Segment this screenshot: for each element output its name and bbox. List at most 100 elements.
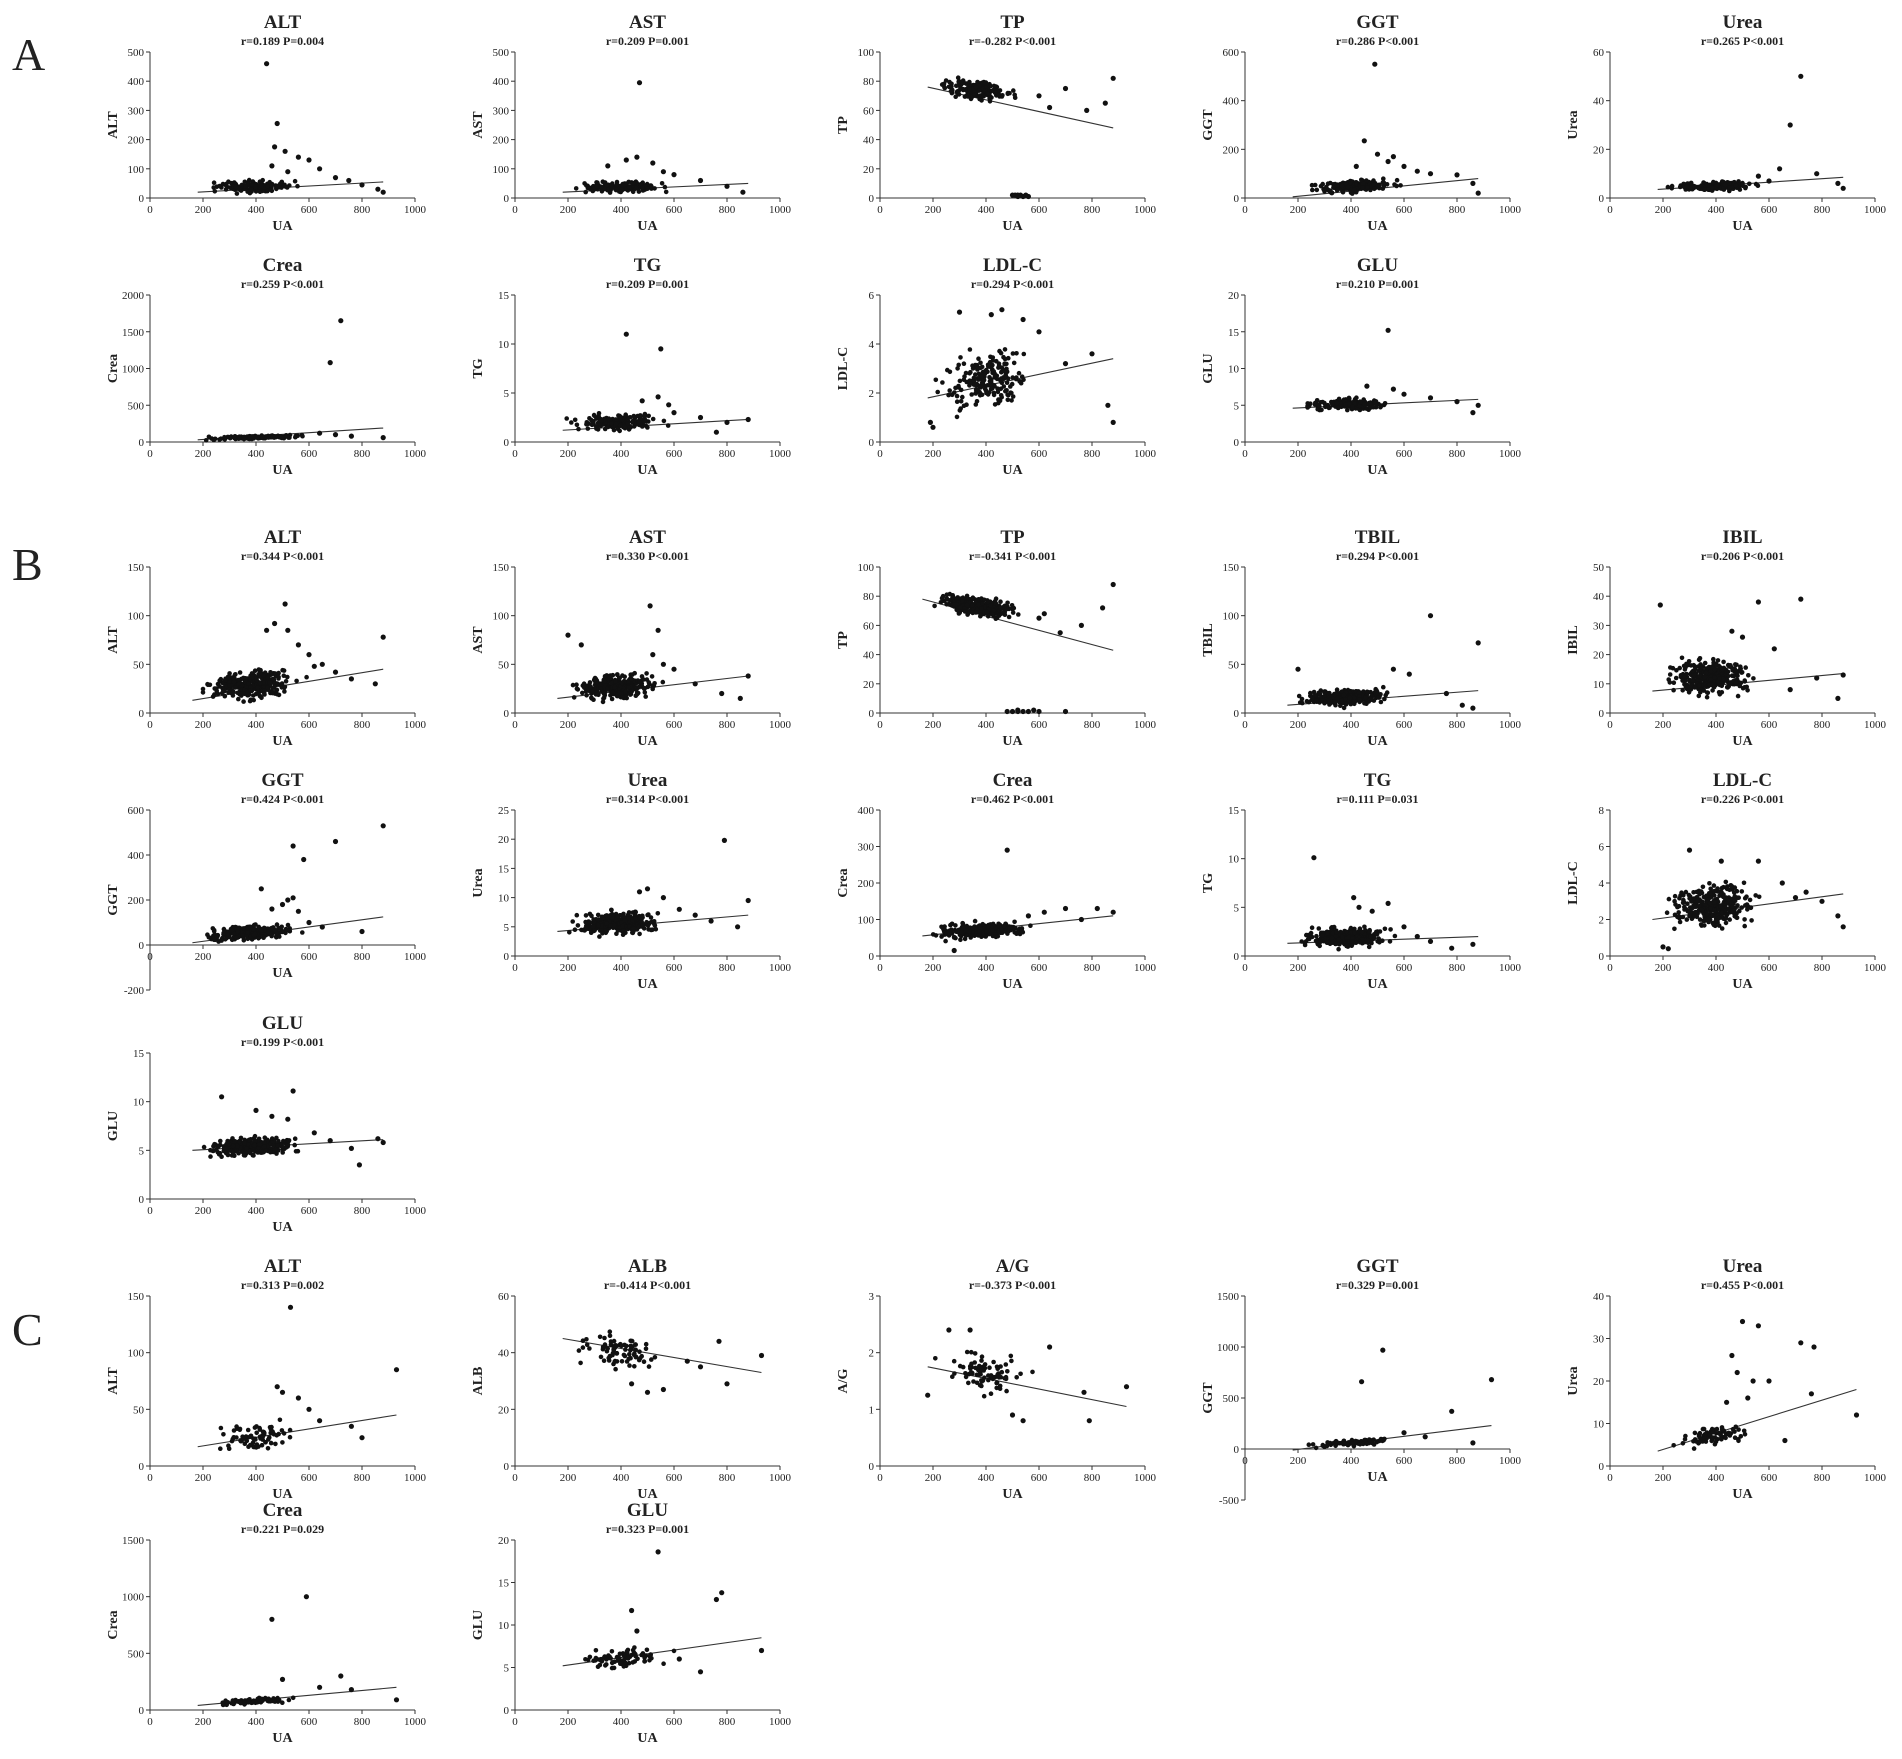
- x-tick-label: 400: [1708, 962, 1725, 974]
- data-point: [237, 681, 242, 686]
- x-tick-label: 800: [1449, 962, 1466, 974]
- data-point: [1357, 939, 1363, 945]
- y-tick-label: 0: [1234, 437, 1240, 449]
- data-point: [960, 921, 966, 926]
- data-point: [956, 309, 963, 315]
- data-point: [261, 673, 266, 678]
- x-tick-label: 600: [666, 448, 683, 460]
- x-tick-label: 0: [147, 204, 153, 216]
- data-point: [284, 927, 290, 933]
- data-point: [973, 391, 979, 396]
- x-tick-label: 800: [719, 719, 736, 731]
- x-tick-label: 800: [354, 204, 371, 216]
- data-point: [565, 632, 571, 638]
- data-point: [1672, 893, 1678, 899]
- chart-title: Urea: [628, 770, 668, 791]
- data-point: [1339, 183, 1345, 189]
- data-point: [1798, 73, 1804, 79]
- data-point: [219, 690, 225, 696]
- data-point: [1387, 939, 1393, 944]
- x-axis-label: UA: [1367, 463, 1388, 478]
- data-point: [269, 906, 275, 912]
- data-point: [1334, 690, 1340, 695]
- data-point: [998, 378, 1003, 383]
- data-point: [1733, 669, 1739, 674]
- data-point: [1003, 374, 1009, 379]
- x-tick-label: 200: [925, 962, 942, 974]
- data-point: [380, 435, 386, 441]
- y-axis-label: Urea: [1566, 110, 1581, 139]
- x-tick-label: 600: [301, 204, 318, 216]
- data-point: [255, 685, 260, 691]
- data-point: [954, 90, 960, 95]
- x-tick-label: 400: [613, 448, 630, 460]
- data-point: [1062, 361, 1069, 367]
- data-point: [311, 663, 317, 669]
- data-point: [1344, 943, 1349, 949]
- chart-title: GLU: [1357, 255, 1398, 276]
- chart-stat: r=0.226 P<0.001: [1701, 792, 1784, 806]
- chart-stat: r=0.286 P<0.001: [1336, 34, 1419, 48]
- data-point: [267, 179, 273, 185]
- data-point: [1369, 908, 1375, 914]
- x-tick-label: 800: [1084, 448, 1101, 460]
- data-point: [1036, 708, 1042, 715]
- data-point: [1719, 179, 1725, 184]
- chart-title: ALT: [264, 12, 302, 33]
- chart-stat: r=0.259 P<0.001: [241, 277, 324, 291]
- data-point: [251, 922, 257, 928]
- data-point: [1359, 929, 1365, 935]
- data-point: [253, 189, 259, 194]
- y-tick-label: 0: [504, 437, 510, 449]
- x-tick-label: 1000: [404, 448, 427, 460]
- data-point: [982, 597, 987, 603]
- data-point: [272, 620, 278, 627]
- data-point: [600, 931, 605, 936]
- y-axis-label: GGT: [106, 884, 121, 916]
- x-tick-label: 800: [1084, 962, 1101, 974]
- data-point: [987, 99, 993, 104]
- data-point: [272, 144, 278, 150]
- data-point: [612, 684, 617, 690]
- y-tick-label: 0: [504, 708, 510, 720]
- data-point: [1001, 384, 1007, 389]
- data-point: [246, 681, 251, 686]
- x-tick-label: 1000: [404, 204, 427, 216]
- data-point: [991, 392, 997, 398]
- data-point: [1004, 380, 1010, 386]
- y-axis-label: TBIL: [1201, 623, 1216, 656]
- data-point: [1454, 399, 1460, 405]
- data-point: [1368, 187, 1373, 193]
- data-point: [614, 182, 620, 188]
- data-point: [205, 682, 211, 688]
- data-point: [279, 185, 284, 190]
- data-point: [692, 912, 698, 918]
- data-point: [1755, 599, 1761, 605]
- data-point: [221, 930, 226, 936]
- data-point: [1025, 708, 1031, 715]
- data-point: [721, 837, 728, 844]
- data-point: [1787, 687, 1793, 693]
- data-point: [258, 694, 263, 699]
- y-tick-label: 25: [498, 805, 510, 817]
- data-point: [959, 929, 964, 935]
- data-point: [990, 611, 995, 617]
- data-point: [375, 186, 381, 192]
- y-tick-label: 200: [858, 878, 875, 890]
- data-point: [240, 691, 246, 696]
- data-point: [227, 683, 232, 688]
- data-point: [258, 886, 264, 892]
- data-point: [1346, 395, 1352, 401]
- data-point: [655, 394, 661, 400]
- data-point: [1314, 698, 1319, 703]
- y-tick-label: 20: [498, 834, 510, 846]
- data-point: [581, 681, 587, 686]
- data-point: [1352, 930, 1357, 936]
- y-tick-label: 1500: [122, 327, 145, 339]
- data-point: [942, 85, 948, 91]
- data-point: [306, 652, 312, 658]
- data-point: [954, 928, 960, 934]
- data-point: [724, 419, 730, 425]
- data-point: [977, 929, 982, 935]
